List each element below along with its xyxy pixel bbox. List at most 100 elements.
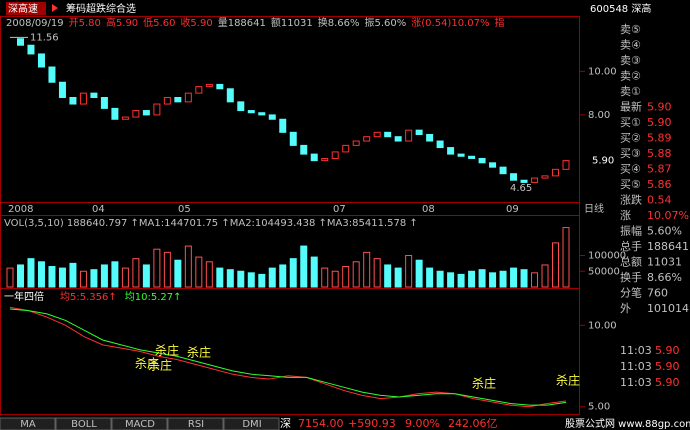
- candle: [520, 179, 528, 183]
- row-label: 总额: [620, 255, 642, 269]
- volume-bar: [478, 269, 486, 288]
- annotation: 杀庄: [187, 345, 211, 360]
- tab[interactable]: [55, 417, 112, 430]
- row-label: 卖③: [620, 54, 641, 67]
- status-index: 7154.00: [298, 417, 344, 430]
- x-tick-label: 2008: [8, 204, 33, 215]
- candle: [415, 129, 423, 136]
- quote-item: 量188641: [218, 17, 266, 29]
- volume-bar: [405, 255, 413, 288]
- quote-item: 2008/09/19: [6, 18, 64, 29]
- x-tick-label: 09: [506, 204, 519, 215]
- volume-bar: [468, 270, 476, 288]
- legend-item: 均5:5.356↑: [60, 291, 117, 303]
- candle: [79, 92, 87, 105]
- tab-label: DMI: [242, 419, 261, 430]
- quote-item: 低5.60: [143, 16, 175, 29]
- row-value: 5.86: [647, 178, 672, 191]
- tab[interactable]: [0, 417, 56, 430]
- volume-bar: [195, 256, 203, 288]
- volume-bar: [289, 258, 297, 288]
- volume-bar: [184, 245, 192, 288]
- candle: [342, 144, 350, 153]
- tab[interactable]: [223, 417, 280, 430]
- row-label: 买⑤: [620, 178, 641, 191]
- x-tick-label: 04: [92, 204, 105, 215]
- row-label: 卖⑤: [620, 23, 641, 36]
- candle: [436, 140, 444, 149]
- annotation: 杀庄: [148, 358, 172, 373]
- row-label: 振幅: [620, 224, 642, 238]
- formula: 筹码超跌综合选: [66, 2, 136, 15]
- candle: [195, 86, 203, 94]
- row-value: 5.90: [647, 116, 672, 129]
- panel-title: 一年四倍: [4, 290, 44, 303]
- quote-item: 开5.80: [69, 18, 101, 29]
- arrow: [52, 4, 58, 12]
- candle: [121, 116, 129, 120]
- candle: [205, 83, 213, 88]
- volume-bar: [216, 267, 224, 288]
- volume-bar: [457, 273, 465, 288]
- tick-time: 11:03: [620, 360, 652, 373]
- volume-bar: [321, 267, 329, 288]
- row-label: 总手: [620, 239, 642, 253]
- tab[interactable]: [111, 417, 168, 430]
- volume-bar: [205, 261, 213, 288]
- volume-bar: [447, 272, 455, 288]
- volume-bar: [58, 267, 66, 288]
- row-label: 涨: [620, 209, 631, 222]
- annotation: 杀庄: [556, 373, 580, 388]
- annotation: 杀庄: [135, 356, 159, 371]
- volume-bar: [352, 261, 360, 288]
- volume-bar: [258, 273, 266, 288]
- x-tick-label: 08: [422, 204, 435, 215]
- row-value: 5.89: [647, 132, 672, 145]
- row-value: 5.88: [647, 147, 672, 160]
- frames: [0, 16, 580, 415]
- volume-bar: [436, 270, 444, 288]
- volume-bar: [16, 264, 24, 288]
- stock-box: [6, 2, 46, 15]
- y-tick-label: 50000: [588, 266, 620, 277]
- row-label: 卖④: [620, 39, 641, 52]
- candle: [279, 118, 287, 133]
- ma-line: [9, 306, 567, 408]
- tick-price: 5.90: [655, 344, 680, 357]
- volume-bar: [226, 269, 234, 288]
- row-label: 买③: [620, 147, 641, 160]
- row-label: 买④: [620, 163, 641, 176]
- panel-title: VOL(3,5,10) 188640.797 ↑MA1:144701.75 ↑M…: [4, 218, 418, 229]
- volume-bar: [342, 266, 350, 288]
- candle: [300, 144, 308, 155]
- candle: [174, 96, 182, 103]
- candle: [499, 166, 507, 175]
- candle: [48, 66, 56, 83]
- candle: [226, 88, 234, 103]
- y-tick-label: 100000: [588, 251, 626, 262]
- volume-bar: [531, 272, 539, 288]
- row-value: 5.87: [647, 163, 672, 176]
- tab[interactable]: [167, 417, 224, 430]
- volume-bar: [520, 269, 528, 288]
- quote-item: 高5.90: [106, 16, 138, 29]
- row-value: 8.66%: [647, 271, 682, 284]
- volume-bar: [90, 269, 98, 288]
- row-label: 买②: [620, 132, 641, 145]
- candle: [69, 96, 77, 105]
- row-value: 11031: [647, 256, 682, 269]
- tab-label: MACD: [125, 419, 155, 430]
- candle: [90, 92, 98, 98]
- candle: [363, 136, 371, 142]
- last-price: 5.90: [592, 156, 614, 167]
- volume-bar: [237, 270, 245, 288]
- candle: [447, 147, 455, 155]
- quote-item: 振5.60%: [364, 16, 406, 29]
- volume-bar: [499, 270, 507, 288]
- volume-bar: [541, 264, 549, 288]
- candle: [132, 110, 140, 118]
- candle: [111, 107, 119, 120]
- volume-bar: [489, 272, 497, 288]
- stock-name: 深高速: [8, 2, 38, 15]
- volume-bar: [394, 267, 402, 288]
